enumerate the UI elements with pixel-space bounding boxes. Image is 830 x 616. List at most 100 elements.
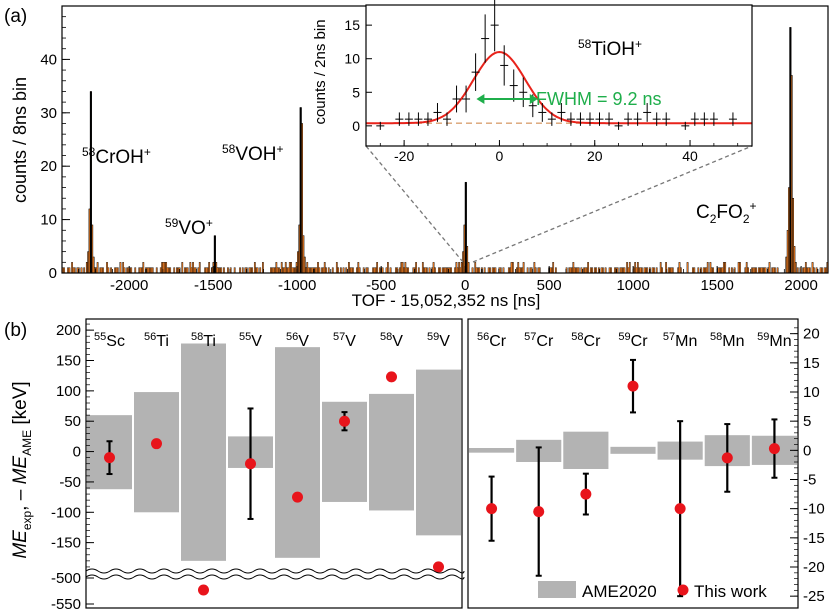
background-bar [591,267,594,274]
nuclide-mass: 56 [144,331,156,343]
background-bar [401,262,404,274]
nuclide-label: 59V [427,331,450,350]
panel-b-right-ame-bands [469,431,797,469]
background-bar [764,267,767,274]
panel-b-right-ytick-label: -15 [803,530,825,547]
background-bar [283,267,286,274]
background-bar [331,267,334,274]
background-bar [166,267,169,274]
background-bar [635,267,638,274]
background-bar [522,262,525,274]
nuclide-element: V [439,333,450,350]
background-bar [772,267,775,274]
background-bar [677,267,680,274]
inset-xtick-label: 40 [682,148,698,164]
background-bar [502,267,505,274]
background-bar [538,267,541,274]
peak-bar [305,267,308,274]
background-bar [823,267,826,274]
background-bar [163,262,166,274]
background-bar [776,267,779,274]
background-bar [317,262,319,274]
background-bar [761,267,764,274]
background-bar [825,267,827,274]
background-bar [219,267,221,274]
background-bar [804,262,807,274]
background-bar [63,267,65,274]
panel-b-left-points [104,371,444,596]
background-bar [350,267,353,274]
background-bar [697,267,700,274]
panel-b-right-nuclide-labels: 56Cr 57Cr 58Cr 59Cr 57Mn 58Mn 59Mn [477,331,792,350]
background-bar [114,267,116,274]
background-bar [573,267,576,274]
nuclide-label: 59Mn [757,331,791,350]
background-bar [376,262,379,274]
background-bar [309,267,311,274]
panel-a-xtick-label: -1500 [194,277,232,294]
background-bar [768,262,771,274]
background-bar [595,267,598,274]
background-bar [116,267,119,274]
background-bar [173,267,176,274]
background-bar [378,267,381,274]
fwhm-arrow-left-head [476,94,485,104]
background-bar [190,267,193,274]
inset-gaussian-fit [366,50,752,125]
background-bar [259,267,262,274]
panel-a-ytick-label: 20 [40,158,57,175]
background-bar [366,267,369,274]
background-bar [534,267,537,274]
background-bar [552,262,555,274]
background-bar [759,267,762,274]
background-bar [471,267,474,274]
background-bar [147,267,150,274]
background-bar [692,267,694,274]
nuclide-label: 56V [286,331,309,350]
background-bar [450,267,452,274]
background-bar [583,267,585,274]
panel-b-right-ytick-label: -20 [803,559,825,576]
panel-a-xtick-label: -500 [366,277,396,294]
background-bar [407,267,409,274]
background-bar [387,262,389,274]
background-bar [357,262,360,274]
panel-b-right-frame [467,318,799,609]
background-bar [241,267,244,274]
legend-this-work-marker [677,584,689,596]
background-bar [184,267,186,274]
background-bar [335,262,338,274]
background-bar [706,262,709,274]
panel-a-xtick-label: -2000 [110,277,148,294]
nuclide-mass: 59 [427,331,439,343]
nuclide-element: V [345,333,356,350]
background-bar [602,267,604,274]
background-bar [115,267,118,274]
background-bar [404,262,407,274]
background-bar [653,267,655,274]
background-bar [747,267,749,274]
background-bar [220,267,223,274]
background-bar [139,267,142,274]
background-bar [455,262,458,274]
peak-bar [216,267,219,274]
background-bar [487,267,490,274]
background-bar [421,262,424,274]
background-bar [169,267,172,274]
background-bar [256,267,259,274]
background-bar [478,267,481,274]
background-bar [99,267,102,274]
background-bar [155,267,158,274]
panel-b-left-ytick-label: -150 [51,535,81,552]
background-bar [526,267,529,274]
background-bar [802,267,805,274]
background-bar [806,267,809,274]
this-work-point [386,371,397,383]
nuclide-mass: 57 [663,331,675,343]
nuclide-mass: 59 [757,331,769,343]
background-bar [520,267,522,274]
inset-ytick-label: 15 [344,17,360,33]
this-work-point [674,503,686,515]
ame-band [181,343,226,561]
nuclide-label: 58Cr [571,331,601,350]
